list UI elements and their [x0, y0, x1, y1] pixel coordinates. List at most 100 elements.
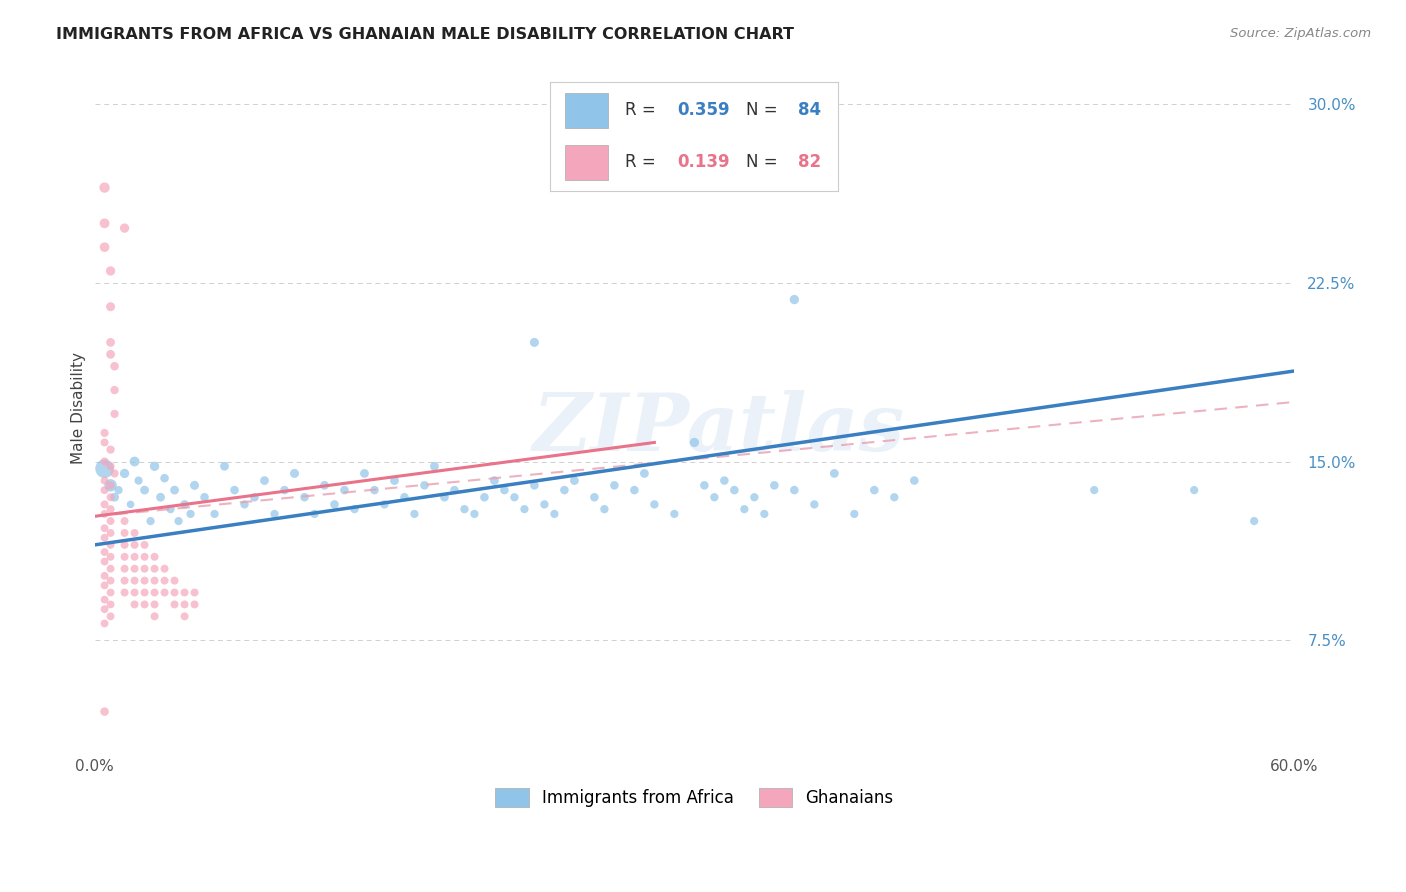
Point	[93, 454, 115, 468]
Point	[159, 502, 181, 516]
Point	[103, 490, 125, 504]
Point	[93, 555, 115, 569]
Point	[863, 483, 886, 497]
Text: IMMIGRANTS FROM AFRICA VS GHANAIAN MALE DISABILITY CORRELATION CHART: IMMIGRANTS FROM AFRICA VS GHANAIAN MALE …	[56, 27, 794, 42]
Point	[783, 483, 806, 497]
Point	[693, 478, 716, 492]
Point	[134, 574, 156, 588]
Point	[103, 359, 125, 374]
Point	[100, 490, 122, 504]
Point	[763, 478, 786, 492]
Point	[844, 507, 866, 521]
Point	[114, 562, 136, 576]
Point	[93, 474, 115, 488]
Point	[494, 483, 516, 497]
Point	[103, 383, 125, 397]
Point	[128, 474, 150, 488]
Point	[93, 602, 115, 616]
Point	[167, 514, 190, 528]
Point	[153, 562, 176, 576]
Point	[453, 502, 475, 516]
Point	[883, 490, 905, 504]
Point	[93, 578, 115, 592]
Point	[100, 347, 122, 361]
Point	[114, 526, 136, 541]
Point	[394, 490, 416, 504]
Point	[283, 467, 305, 481]
Point	[384, 474, 406, 488]
Point	[93, 180, 115, 194]
Point	[114, 221, 136, 235]
Y-axis label: Male Disability: Male Disability	[72, 352, 86, 464]
Point	[633, 467, 655, 481]
Point	[143, 585, 166, 599]
Point	[93, 216, 115, 230]
Point	[149, 490, 172, 504]
Point	[273, 483, 295, 497]
Point	[93, 616, 115, 631]
Point	[93, 435, 115, 450]
Point	[443, 483, 465, 497]
Point	[583, 490, 606, 504]
Point	[803, 497, 825, 511]
Point	[723, 483, 745, 497]
Point	[703, 490, 725, 504]
Point	[134, 598, 156, 612]
Point	[204, 507, 226, 521]
Point	[513, 502, 536, 516]
Point	[93, 545, 115, 559]
Point	[173, 609, 195, 624]
Point	[253, 474, 276, 488]
Point	[543, 507, 565, 521]
Point	[214, 459, 236, 474]
Point	[153, 471, 176, 485]
Point	[1182, 483, 1205, 497]
Point	[643, 497, 665, 511]
Point	[683, 164, 706, 178]
Point	[93, 240, 115, 254]
Point	[433, 490, 456, 504]
Point	[363, 483, 385, 497]
Point	[173, 585, 195, 599]
Point	[1083, 483, 1105, 497]
Point	[423, 459, 446, 474]
Point	[163, 483, 186, 497]
Point	[114, 514, 136, 528]
Point	[523, 335, 546, 350]
Point	[124, 526, 146, 541]
Point	[100, 526, 122, 541]
Point	[134, 585, 156, 599]
Point	[124, 454, 146, 468]
Point	[343, 502, 366, 516]
Point	[107, 483, 129, 497]
Legend: Immigrants from Africa, Ghanaians: Immigrants from Africa, Ghanaians	[488, 781, 900, 814]
Point	[100, 538, 122, 552]
Point	[333, 483, 356, 497]
Point	[100, 335, 122, 350]
Point	[603, 478, 626, 492]
Point	[304, 507, 326, 521]
Point	[124, 538, 146, 552]
Point	[100, 574, 122, 588]
Point	[134, 549, 156, 564]
Point	[553, 483, 575, 497]
Point	[713, 474, 735, 488]
Point	[183, 478, 205, 492]
Point	[183, 598, 205, 612]
Point	[124, 562, 146, 576]
Point	[243, 490, 266, 504]
Point	[733, 502, 755, 516]
Point	[533, 497, 555, 511]
Point	[100, 478, 122, 492]
Point	[100, 514, 122, 528]
Point	[93, 569, 115, 583]
Point	[373, 497, 395, 511]
Point	[173, 497, 195, 511]
Point	[503, 490, 526, 504]
Point	[93, 531, 115, 545]
Point	[93, 521, 115, 535]
Point	[134, 538, 156, 552]
Point	[100, 562, 122, 576]
Point	[233, 497, 256, 511]
Point	[163, 598, 186, 612]
